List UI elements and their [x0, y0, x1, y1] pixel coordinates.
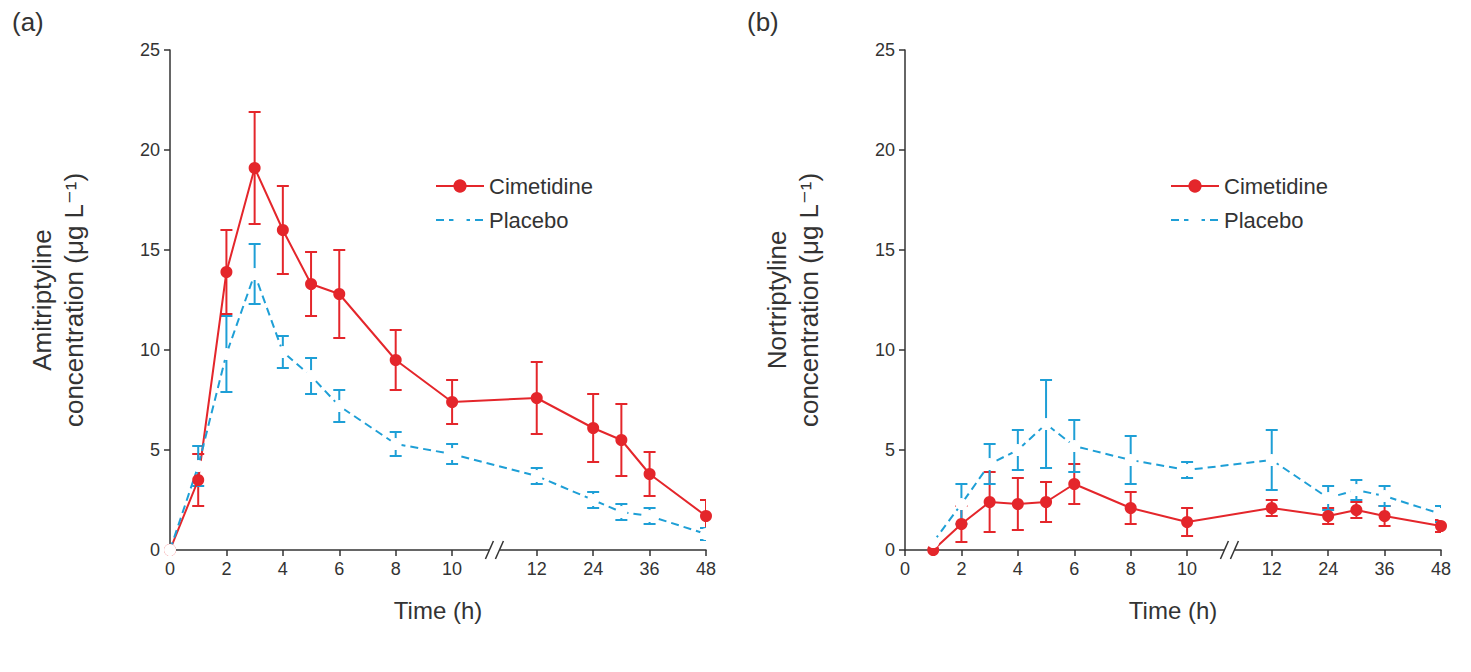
- svg-text:10: 10: [442, 559, 462, 579]
- svg-text:8: 8: [1126, 559, 1136, 579]
- svg-text:20: 20: [140, 140, 160, 160]
- svg-text:24: 24: [1318, 559, 1338, 579]
- svg-text:48: 48: [696, 559, 716, 579]
- svg-text:4: 4: [1013, 559, 1023, 579]
- svg-text:concentration (μg L⁻¹): concentration (μg L⁻¹): [794, 173, 824, 427]
- svg-text:0: 0: [165, 559, 175, 579]
- svg-text:5: 5: [150, 440, 160, 460]
- svg-text:Amitriptyline: Amitriptyline: [27, 229, 57, 371]
- svg-text:(b): (b): [747, 7, 779, 37]
- svg-text:25: 25: [140, 40, 160, 60]
- svg-text:Cimetidine: Cimetidine: [489, 174, 593, 199]
- svg-text:6: 6: [1069, 559, 1079, 579]
- svg-text:5: 5: [885, 440, 895, 460]
- svg-text:Time (h): Time (h): [394, 597, 482, 624]
- svg-text:Placebo: Placebo: [1224, 208, 1304, 233]
- svg-text:20: 20: [875, 140, 895, 160]
- svg-text:25: 25: [875, 40, 895, 60]
- svg-text:2: 2: [956, 559, 966, 579]
- svg-text:36: 36: [640, 559, 660, 579]
- svg-text:Cimetidine: Cimetidine: [1224, 174, 1328, 199]
- svg-text:15: 15: [140, 240, 160, 260]
- svg-text:0: 0: [150, 540, 160, 560]
- svg-text:12: 12: [1262, 559, 1282, 579]
- svg-text:10: 10: [875, 340, 895, 360]
- svg-text:2: 2: [221, 559, 231, 579]
- svg-text:10: 10: [140, 340, 160, 360]
- svg-text:concentration (μg L⁻¹): concentration (μg L⁻¹): [59, 173, 89, 427]
- svg-text:48: 48: [1431, 559, 1451, 579]
- svg-text:10: 10: [1177, 559, 1197, 579]
- svg-text:12: 12: [527, 559, 547, 579]
- svg-text:4: 4: [278, 559, 288, 579]
- svg-text:Nortriptyline: Nortriptyline: [762, 231, 792, 370]
- svg-text:36: 36: [1375, 559, 1395, 579]
- svg-text:6: 6: [334, 559, 344, 579]
- svg-text:0: 0: [885, 540, 895, 560]
- svg-text:0: 0: [900, 559, 910, 579]
- svg-text:(a): (a): [12, 7, 44, 37]
- svg-text:Placebo: Placebo: [489, 208, 569, 233]
- svg-text:24: 24: [583, 559, 603, 579]
- svg-text:15: 15: [875, 240, 895, 260]
- svg-text:8: 8: [391, 559, 401, 579]
- svg-text:Time (h): Time (h): [1129, 597, 1217, 624]
